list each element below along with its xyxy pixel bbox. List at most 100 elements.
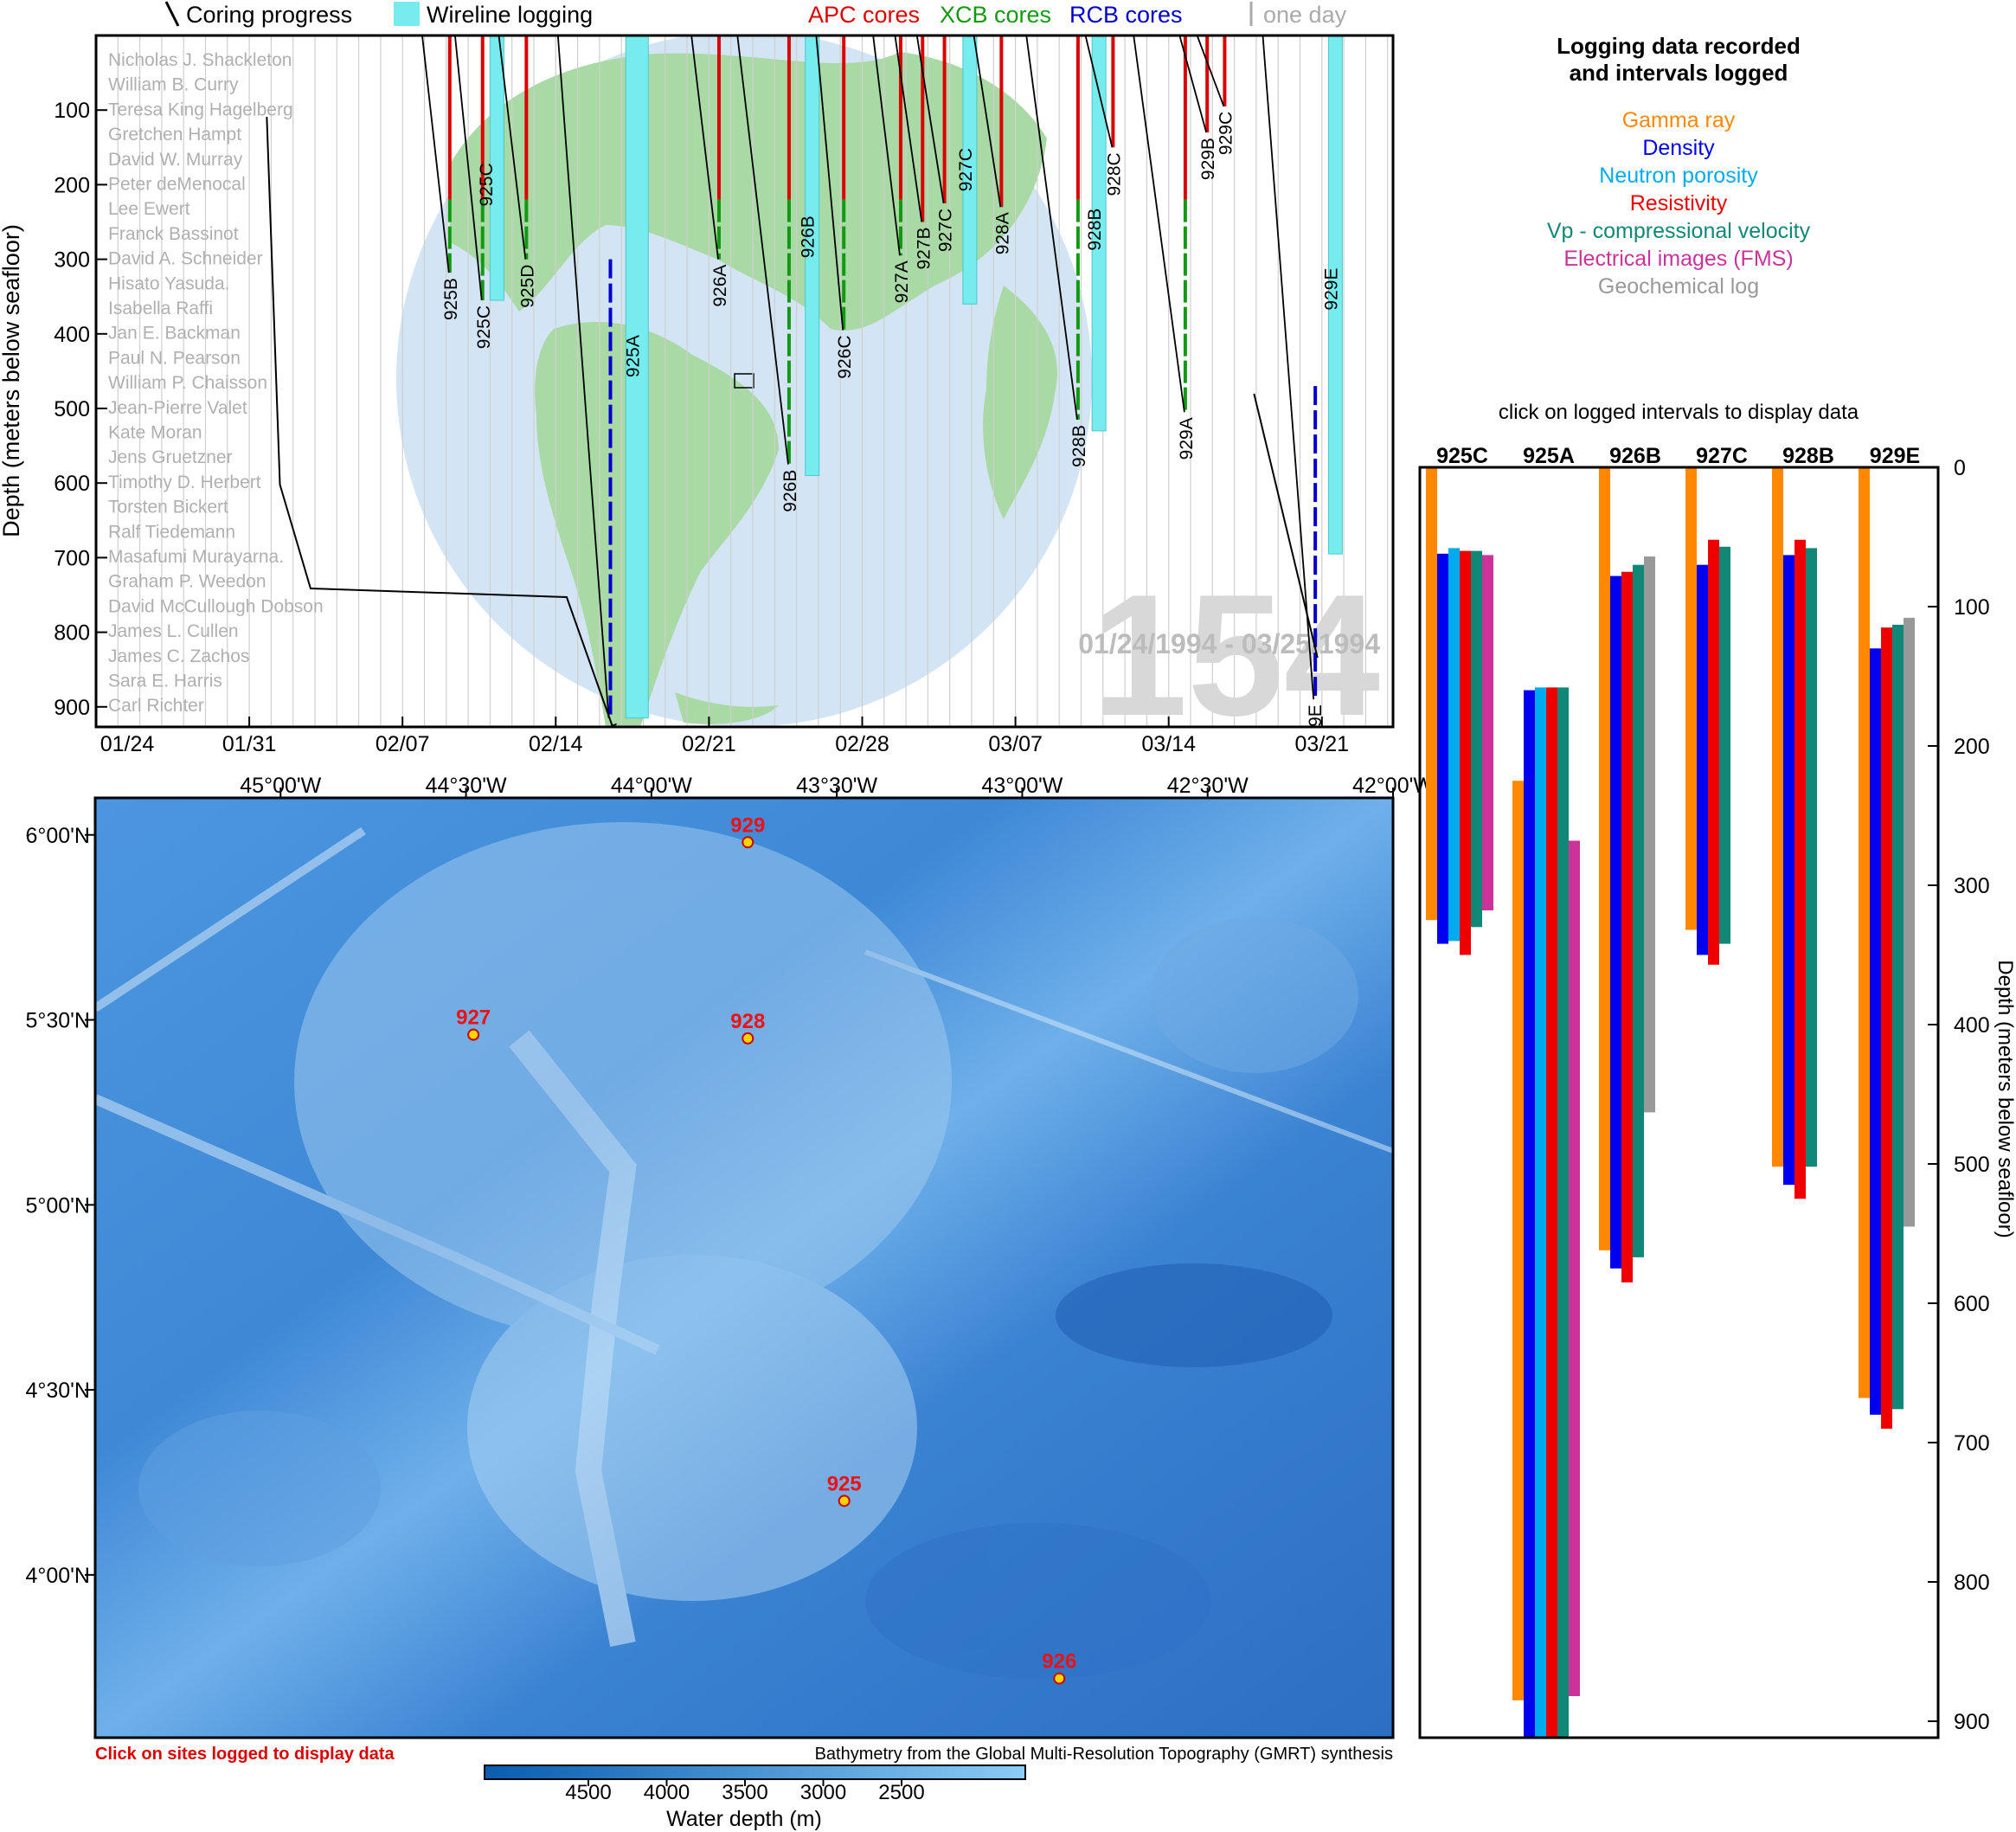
wireline-label-927C: 927C <box>956 148 976 191</box>
wireline-bar-925A <box>625 35 649 719</box>
coring-line-927A <box>872 35 901 256</box>
wireline-bar-926B <box>805 35 820 477</box>
site-marker-927 <box>467 1028 480 1041</box>
log-interval-925C-density <box>1437 553 1448 944</box>
y-tick-label: 200 <box>54 173 90 197</box>
logging-panel: Logging data recorded and intervals logg… <box>1418 33 2016 1739</box>
log-interval-926B-density <box>1610 575 1621 1269</box>
lon-tick-label: 44°00'W <box>611 774 692 798</box>
site-marker-928 <box>742 1032 754 1045</box>
x-tick-label: 02/14 <box>529 732 583 756</box>
scientist-name: Nicholas J. Shackleton <box>108 50 292 70</box>
logs-y-tick-label: 500 <box>1954 1153 1990 1177</box>
logs-ylabel: Depth (meters below seafloor) <box>1994 960 2016 1237</box>
scientist-name: Paul N. Pearson <box>108 348 241 368</box>
logs-legend: Gamma ray Density Neutron porosity Resistiv… <box>1547 108 1811 299</box>
leg-number: 154 <box>1091 559 1380 752</box>
hole-label-927A: 927A <box>892 260 912 303</box>
scientist-name: William B. Curry <box>108 75 239 95</box>
x-tick-label: 03/07 <box>988 732 1043 756</box>
coring-line-925B <box>421 35 450 273</box>
scientist-list: Nicholas J. Shackleton William B. Curry Te… <box>108 50 324 716</box>
legend-coring: Coring progress <box>186 2 352 28</box>
log-legend-entry: Geochemical log <box>1598 274 1759 299</box>
scientist-name: Graham P. Weedon <box>108 572 266 592</box>
lat-tick-label: 5°00'N <box>25 1193 90 1218</box>
log-interval-929E-geochem <box>1904 617 1915 1227</box>
hole-label-928B: 928B <box>1069 425 1089 467</box>
log-interval-926B-geochem <box>1644 556 1655 1113</box>
site-label-929: 929 <box>730 813 765 837</box>
coring-line-929C <box>1196 35 1225 107</box>
log-interval-928B-gamma <box>1772 467 1783 1167</box>
top-legend: Coring progress Wireline logging APC cor… <box>164 1 1347 28</box>
site-marker-926 <box>1053 1672 1066 1685</box>
scientist-name: Sara E. Harris <box>108 672 222 691</box>
map-click-note: Click on sites logged to display data <box>95 1745 395 1764</box>
timeline-day-gridlines <box>117 35 1389 727</box>
hole-label-929E: 929E <box>1306 704 1326 747</box>
scientist-name: Timothy D. Herbert <box>108 472 261 492</box>
y-tick-label: 800 <box>54 621 90 646</box>
colorbar-tick-label: 4500 <box>565 1781 611 1804</box>
log-interval-925C-resistivity <box>1460 550 1471 955</box>
site-label-927: 927 <box>456 1006 491 1030</box>
scientist-name: Gretchen Hampt <box>108 125 241 145</box>
hole-label-925B: 925B <box>441 278 461 320</box>
coring-progress-lines <box>266 35 1319 727</box>
colorbar-tick-label: 3000 <box>800 1781 846 1804</box>
log-hole-header-925C: 925C <box>1436 444 1488 468</box>
logs-y-tick-label: 200 <box>1954 735 1990 759</box>
hole-label-925C: 925C <box>474 305 494 349</box>
log-interval-928B-resistivity <box>1794 539 1806 1199</box>
map-frame <box>93 796 1395 1739</box>
log-interval-925A-vp <box>1557 687 1569 1738</box>
hole-label-929B: 929B <box>1198 138 1218 180</box>
lon-tick-label: 43°30'W <box>796 774 877 798</box>
log-hole-header-926B: 926B <box>1609 444 1661 468</box>
hole-label-928C: 928C <box>1104 152 1124 196</box>
coring-line-928A <box>973 35 1002 208</box>
log-interval-925A-gamma <box>1512 781 1524 1700</box>
y-tick-label: 400 <box>54 323 90 347</box>
hole-label-926A: 926A <box>710 265 730 307</box>
scientist-name: Jan E. Backman <box>108 324 241 344</box>
hole-label-927C: 927C <box>936 209 956 252</box>
scientist-name: Peter deMenocal <box>108 175 246 195</box>
log-interval-926B-gamma <box>1599 467 1610 1250</box>
wireline-bar-925C <box>489 35 504 301</box>
logs-y-tick-label: 100 <box>1954 595 1990 620</box>
log-interval-927C-gamma <box>1685 467 1697 930</box>
log-interval-927C-vp <box>1719 546 1730 944</box>
lon-tick-label: 44°30'W <box>426 774 507 798</box>
x-tick-label: 02/28 <box>835 732 889 756</box>
transit-coring-line <box>1253 393 1319 659</box>
scientist-name: Franck Bassinot <box>108 224 239 244</box>
lon-tick-label: 45°00'W <box>240 774 321 798</box>
hole-label-926C: 926C <box>835 335 855 378</box>
timeline-ylabel: Depth (meters below seafloor) <box>0 224 24 537</box>
site-marker-925 <box>838 1495 851 1507</box>
coring-line-926C <box>815 35 844 331</box>
log-interval-925A-fms <box>1569 840 1580 1697</box>
y-tick-label: 300 <box>54 248 90 273</box>
coring-line-929A <box>1133 35 1185 413</box>
log-legend-entry: Neutron porosity <box>1599 164 1758 188</box>
log-legend-entry: Electrical images (FMS) <box>1563 247 1793 271</box>
log-interval-925A-resistivity <box>1546 687 1557 1738</box>
scientist-name: Hisato Yasuda. <box>108 273 229 293</box>
coring-line-929E <box>1262 35 1315 700</box>
scientist-name: Teresa King Hagelberg <box>108 100 293 119</box>
scientist-name: Lee Ewert <box>108 199 190 219</box>
lon-tick-label: 43°00'W <box>981 774 1063 798</box>
logs-y-axis: 0 100 200 300 400 500 600 700 800 900 <box>1928 456 1990 1734</box>
timeline-x-axis: 01/24 01/31 02/07 02/14 02/21 02/28 03/07 03/14… <box>95 717 1349 756</box>
wireline-bar-928B <box>1091 35 1107 432</box>
hole-label-929A: 929A <box>1177 417 1197 460</box>
scientist-name: Masafumi Murayarna. <box>108 547 284 567</box>
timeline-panel: 154 01/24/1994 - 03/25/1994 Nicholas J. … <box>0 34 1395 756</box>
coring-line-926B <box>736 35 789 465</box>
log-hole-header-929E: 929E <box>1870 444 1920 468</box>
logs-y-tick-label: 600 <box>1954 1292 1990 1316</box>
